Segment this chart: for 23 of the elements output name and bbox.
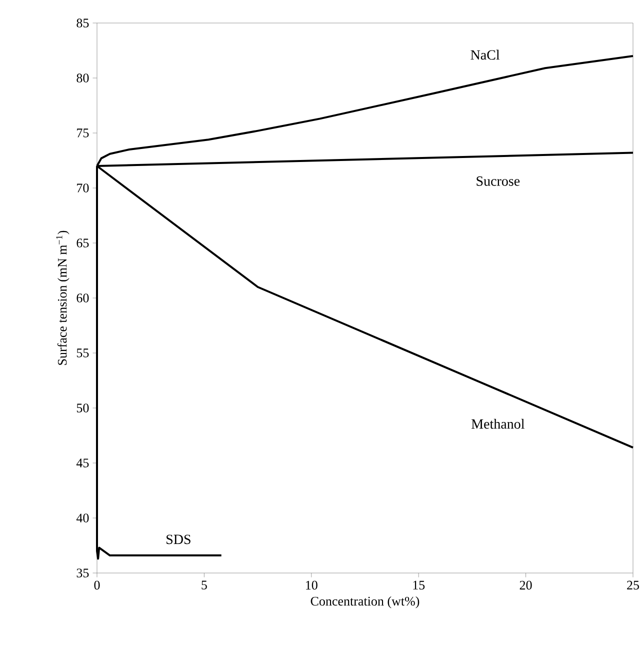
y-tick-label: 35 [76, 568, 89, 578]
y-tick-label: 55 [76, 348, 89, 358]
y-tick-label: 40 [76, 514, 89, 522]
y-tick-label: 45 [76, 458, 89, 468]
y-tick-label: 65 [76, 238, 89, 248]
y-tick-label: 80 [76, 74, 89, 82]
y-tick-label: 75 [77, 128, 89, 138]
x-tick-label: 0 [94, 580, 100, 590]
y-tick-label: 85 [76, 18, 89, 28]
series-label: SDS [166, 534, 190, 544]
y-axis-title: Surface tension (mN m$^{−1}$) [56, 230, 70, 365]
y-tick-label: 60 [76, 294, 89, 302]
x-tick-label: 5 [202, 580, 207, 590]
x-tick-label: 25 [627, 580, 639, 590]
series-label: Sucrose [476, 176, 520, 186]
x-tick-label: 20 [520, 580, 532, 590]
y-tick-label: 70 [77, 184, 89, 192]
series-label: Methanol [472, 418, 524, 429]
y-tick-label: 50 [76, 404, 89, 412]
series-label: NaCl [470, 50, 500, 60]
x-tick-label: 10 [306, 580, 318, 590]
x-axis-title: Concentration (wt%) [310, 596, 420, 608]
x-tick-label: 15 [413, 580, 425, 590]
